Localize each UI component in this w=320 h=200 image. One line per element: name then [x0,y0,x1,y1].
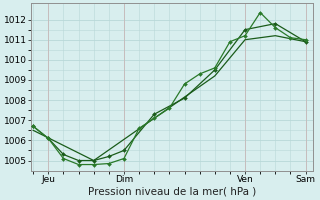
X-axis label: Pression niveau de la mer( hPa ): Pression niveau de la mer( hPa ) [88,187,256,197]
